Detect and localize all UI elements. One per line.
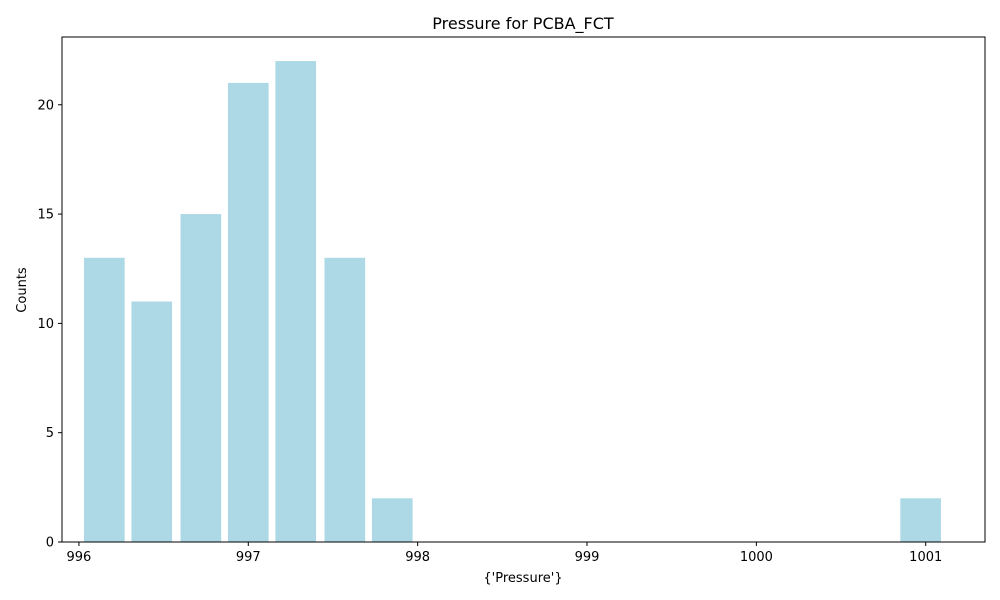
x-tick-label: 999 [575, 550, 600, 565]
x-tick-label: 997 [236, 550, 261, 565]
bar-3 [227, 82, 269, 542]
bar-2 [180, 214, 222, 542]
y-tick-label: 5 [46, 426, 54, 441]
plot-frame [61, 36, 986, 543]
x-tick-label: 1000 [740, 550, 773, 565]
chart-title: Pressure for PCBA_FCT [432, 14, 614, 34]
x-axis-label: {'Pressure'} [483, 571, 562, 586]
y-tick-label: 20 [37, 98, 54, 113]
x-axis-ticks: 996 997 998 999 1000 1001 [67, 542, 942, 565]
bar-0 [84, 257, 125, 542]
y-axis-label: Counts [15, 267, 30, 313]
x-tick-label: 998 [405, 550, 430, 565]
bar-6 [371, 498, 413, 542]
bar-5 [324, 257, 366, 542]
bar-7 [900, 498, 941, 542]
y-tick-label: 10 [37, 317, 54, 332]
bars-group [84, 61, 941, 543]
y-tick-label: 0 [46, 536, 54, 551]
bar-4 [275, 61, 317, 543]
x-tick-label: 996 [67, 550, 92, 565]
x-tick-label: 1001 [909, 550, 942, 565]
bar-1 [131, 301, 173, 542]
y-axis-ticks: 0 5 10 15 20 [37, 98, 62, 551]
y-tick-label: 15 [37, 208, 54, 223]
